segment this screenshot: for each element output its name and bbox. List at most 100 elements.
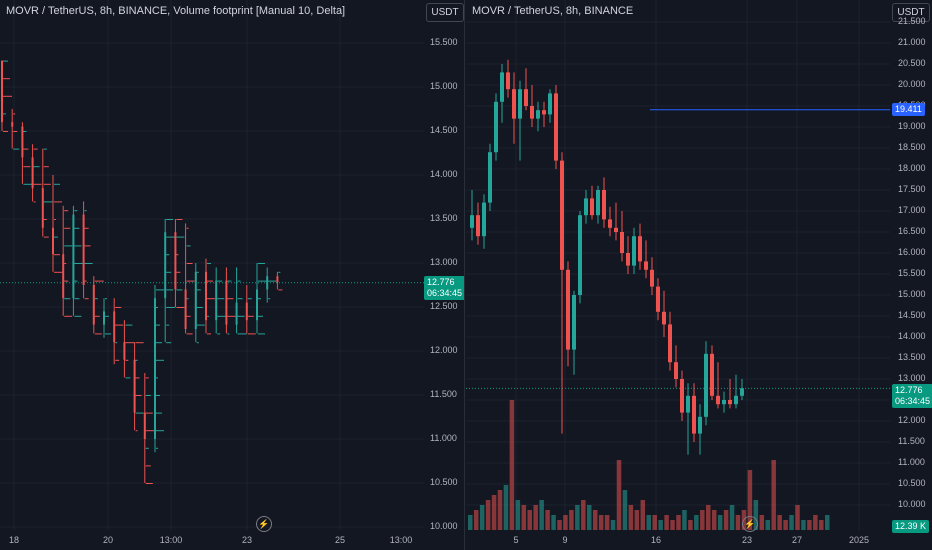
volume-bar bbox=[777, 515, 782, 530]
footprint-level bbox=[94, 333, 102, 335]
footprint-level bbox=[227, 298, 234, 300]
candle-body bbox=[704, 353, 708, 417]
volume-bar bbox=[569, 510, 574, 530]
footprint-level bbox=[13, 113, 16, 115]
price-tick-label: 18.000 bbox=[898, 163, 926, 173]
footprint-level bbox=[156, 377, 158, 379]
candle-body bbox=[518, 89, 522, 119]
footprint-level bbox=[166, 289, 174, 291]
footprint-level bbox=[84, 298, 89, 300]
volume-bar bbox=[789, 515, 794, 530]
candle-body bbox=[626, 253, 630, 266]
footprint-level bbox=[166, 219, 174, 220]
footprint-level bbox=[135, 430, 138, 432]
footprint-body bbox=[41, 188, 44, 228]
footprint-level bbox=[54, 271, 62, 273]
right-last-price: 12.776 bbox=[895, 385, 923, 395]
time-tick-label: 23 bbox=[241, 535, 253, 545]
alert-price-tag[interactable]: 19.411 bbox=[892, 103, 925, 116]
footprint-chart-canvas[interactable] bbox=[0, 0, 465, 550]
volume-bar bbox=[771, 460, 776, 530]
left-price-axis[interactable]: 15.500 15.000 14.500 14.000 13.500 13.000 12.5… bbox=[424, 0, 464, 550]
footprint-level bbox=[33, 166, 40, 168]
footprint-level bbox=[145, 377, 149, 379]
candle-body bbox=[500, 72, 504, 102]
price-tick-label: 10.500 bbox=[430, 477, 458, 487]
candlestick-chart-pane[interactable]: MOVR / TetherUS, 8h, BINANCE USDT 21.500… bbox=[466, 0, 932, 550]
footprint-chart-pane[interactable]: MOVR / TetherUS, 8h, BINANCE, Volume foo… bbox=[0, 0, 465, 550]
candle-body bbox=[728, 400, 732, 405]
volume-bar bbox=[825, 515, 830, 530]
footprint-level bbox=[186, 298, 189, 300]
right-currency-button[interactable]: USDT bbox=[892, 3, 930, 22]
right-last-price-tag: 12.776 06:34:45 bbox=[892, 384, 932, 408]
volume-bar bbox=[563, 515, 568, 530]
footprint-level bbox=[156, 289, 164, 291]
volume-bar bbox=[616, 460, 622, 530]
footprint-level bbox=[84, 210, 87, 212]
footprint-level bbox=[23, 148, 29, 150]
candle-body bbox=[512, 89, 516, 119]
volume-bar bbox=[682, 510, 687, 530]
footprint-level bbox=[156, 430, 164, 432]
candle-body bbox=[566, 269, 570, 350]
footprint-level bbox=[33, 183, 42, 185]
footprint-level bbox=[156, 324, 160, 326]
footprint-body bbox=[184, 289, 187, 329]
price-tick-label: 10.500 bbox=[898, 478, 926, 488]
footprint-level bbox=[74, 298, 80, 300]
footprint-level bbox=[156, 412, 162, 414]
footprint-level bbox=[268, 280, 277, 282]
footprint-level bbox=[247, 298, 252, 300]
footprint-body bbox=[72, 214, 75, 299]
footprint-level bbox=[84, 245, 91, 247]
footprint-level bbox=[64, 245, 73, 247]
volume-bar bbox=[497, 490, 503, 530]
candle-body bbox=[602, 190, 606, 220]
footprint-level bbox=[196, 342, 199, 344]
footprint-body bbox=[82, 214, 85, 285]
footprint-level bbox=[186, 280, 195, 282]
footprint-level bbox=[43, 166, 49, 168]
footprint-level bbox=[176, 289, 183, 291]
footprint-level bbox=[145, 395, 151, 396]
price-tick-label: 14.000 bbox=[430, 169, 458, 179]
price-tick-label: 16.500 bbox=[898, 226, 926, 236]
footprint-level bbox=[23, 166, 31, 168]
footprint-level bbox=[33, 201, 36, 203]
footprint-body bbox=[133, 359, 136, 413]
footprint-body bbox=[103, 311, 105, 325]
footprint-level bbox=[115, 324, 124, 326]
left-countdown: 06:34:45 bbox=[427, 288, 463, 298]
candle-body bbox=[674, 362, 678, 379]
footprint-level bbox=[186, 227, 189, 229]
volume-bar bbox=[479, 505, 485, 530]
footprint-level bbox=[135, 395, 142, 396]
footprint-level bbox=[125, 377, 131, 379]
footprint-level bbox=[145, 465, 151, 467]
footprint-level bbox=[237, 298, 243, 300]
footprint-level bbox=[64, 298, 71, 300]
footprint-level bbox=[54, 236, 58, 238]
left-currency-button[interactable]: USDT bbox=[426, 3, 464, 22]
candle-body bbox=[734, 395, 738, 405]
footprint-level bbox=[125, 359, 129, 361]
footprint-body bbox=[123, 342, 126, 360]
footprint-level bbox=[237, 280, 241, 282]
footprint-body bbox=[92, 285, 95, 325]
lightning-icon[interactable]: ⚡ bbox=[742, 516, 758, 532]
candle-body bbox=[506, 72, 510, 90]
footprint-level bbox=[94, 298, 98, 300]
footprint-body bbox=[266, 276, 269, 290]
time-tick-label: 25 bbox=[334, 535, 346, 545]
footprint-body bbox=[62, 254, 65, 299]
candle-body bbox=[680, 379, 684, 413]
price-tick-label: 15.500 bbox=[430, 37, 458, 47]
candlestick-chart-canvas[interactable] bbox=[466, 0, 932, 550]
candle-body bbox=[686, 395, 690, 413]
lightning-icon[interactable]: ⚡ bbox=[256, 516, 272, 532]
price-tick-label: 21.000 bbox=[898, 37, 926, 47]
right-price-axis[interactable]: 21.50021.00020.50020.00019.50019.00018.5… bbox=[890, 0, 932, 550]
volume-bar bbox=[646, 515, 651, 530]
footprint-body bbox=[194, 271, 197, 329]
